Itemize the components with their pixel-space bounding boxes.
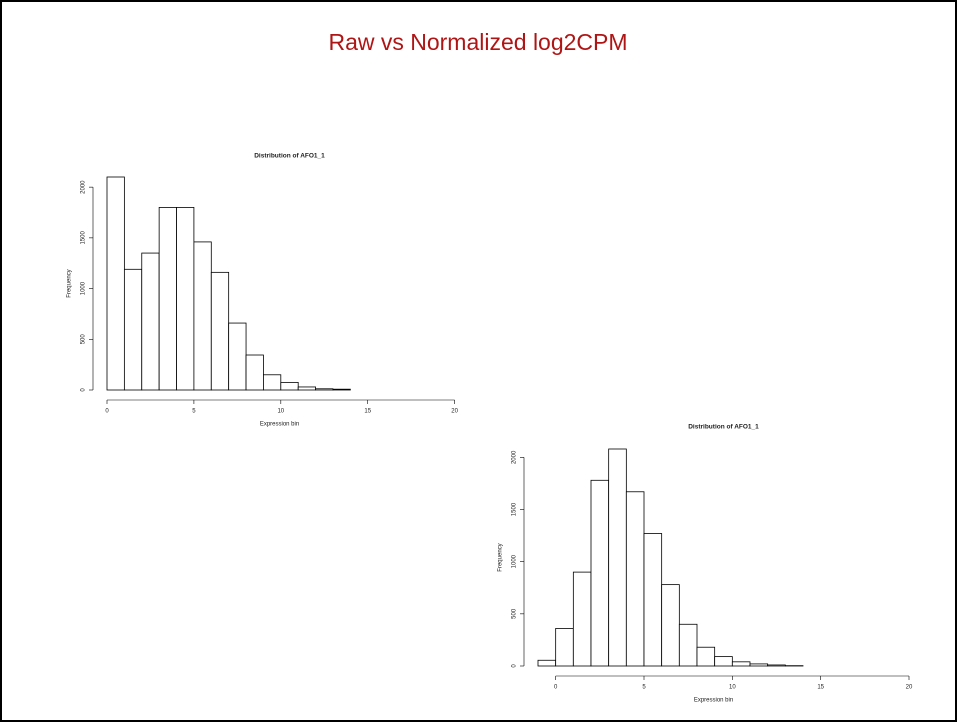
- bar: [537, 659, 557, 667]
- bar: [555, 628, 574, 667]
- bar: [263, 374, 282, 391]
- bar: [193, 241, 212, 391]
- bar: [608, 448, 627, 667]
- bar: [297, 386, 316, 391]
- y-tick-label: 2000: [512, 450, 518, 464]
- x-tick-label: 20: [906, 685, 913, 691]
- y-tick-label: 500: [512, 608, 518, 619]
- bar: [767, 664, 786, 667]
- bar: [210, 271, 230, 391]
- x-tick-label: 5: [192, 409, 196, 415]
- bar: [625, 491, 645, 667]
- x-axis-label: Expression bin: [260, 422, 299, 428]
- bar: [731, 661, 751, 667]
- bar: [661, 584, 680, 667]
- bar: [141, 252, 160, 391]
- x-tick-label: 10: [277, 409, 284, 415]
- x-tick-label: 5: [642, 685, 646, 691]
- y-tick-label: 0: [81, 388, 87, 392]
- bar: [158, 207, 177, 391]
- bar: [245, 354, 264, 391]
- bar: [714, 656, 733, 667]
- bar: [280, 381, 299, 391]
- x-tick-label: 15: [817, 685, 824, 691]
- x-axis-label: Expression bin: [694, 698, 733, 704]
- x-tick-label: 0: [554, 685, 558, 691]
- chart-title: Distribution of AFO1_1: [254, 153, 325, 160]
- bar: [332, 388, 351, 391]
- bar: [749, 663, 769, 667]
- chart-title: Distribution of AFO1_1: [688, 424, 759, 431]
- x-tick-label: 15: [364, 409, 371, 415]
- y-tick-label: 1500: [81, 231, 87, 245]
- slide-title: Raw vs Normalized log2CPM: [328, 29, 627, 55]
- x-tick-label: 20: [451, 409, 458, 415]
- y-tick-label: 0: [512, 664, 518, 668]
- x-tick-label: 10: [729, 685, 736, 691]
- bar: [590, 479, 610, 667]
- bar: [315, 388, 334, 391]
- bar: [106, 176, 125, 391]
- bar: [696, 646, 716, 667]
- y-tick-label: 1500: [512, 502, 518, 516]
- bar: [572, 571, 592, 667]
- y-tick-label: 2000: [81, 180, 87, 194]
- y-axis-label: Frequency: [498, 543, 504, 571]
- bar: [643, 533, 663, 667]
- y-tick-label: 1000: [81, 281, 87, 295]
- y-axis-label: Frequency: [67, 269, 73, 297]
- bar: [228, 322, 247, 391]
- bar: [176, 207, 195, 391]
- y-tick-label: 500: [81, 334, 87, 345]
- bar: [678, 623, 698, 667]
- x-tick-label: 0: [105, 409, 109, 415]
- y-tick-label: 1000: [512, 554, 518, 568]
- bar: [123, 268, 143, 391]
